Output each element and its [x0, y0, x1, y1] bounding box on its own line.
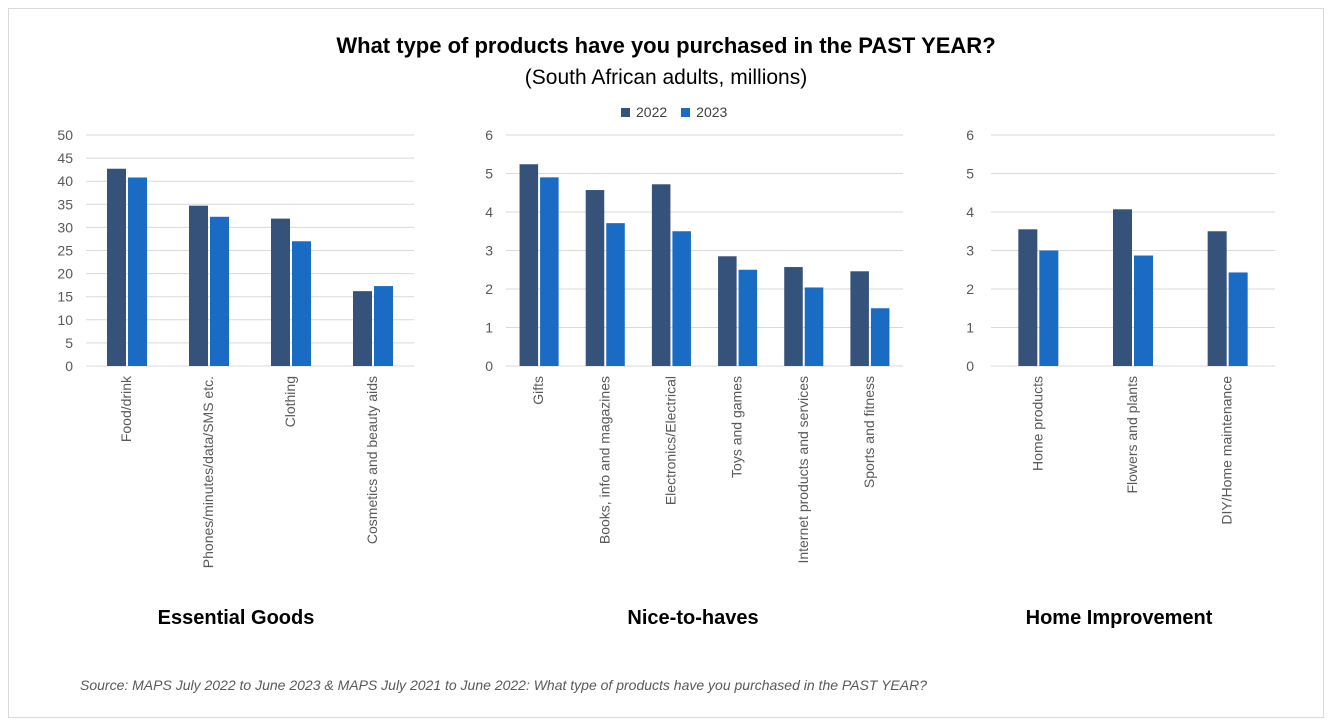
- bar-2023: [804, 287, 824, 366]
- panel-title: Nice-to-haves: [627, 607, 758, 629]
- bar-2023: [870, 308, 890, 366]
- y-tick-label: 2: [485, 281, 493, 297]
- y-tick-label: 20: [57, 266, 73, 282]
- y-tick-label: 3: [485, 243, 493, 259]
- bar-2023: [374, 286, 393, 366]
- bar-2022: [189, 205, 208, 366]
- y-tick-label: 1: [485, 320, 493, 336]
- bar-2022: [271, 218, 290, 366]
- bar-2023: [292, 241, 311, 366]
- y-tick-label: 30: [57, 219, 73, 235]
- bar-2023: [128, 177, 147, 366]
- y-tick-label: 4: [966, 204, 974, 220]
- y-tick-label: 40: [57, 173, 73, 189]
- bar-2022: [519, 164, 539, 366]
- bar-2022: [784, 267, 803, 366]
- x-category-label: Books, info and magazines: [596, 376, 612, 544]
- x-category-label: Cosmetics and beauty aids: [364, 376, 380, 544]
- y-tick-label: 45: [57, 150, 73, 166]
- y-tick-label: 6: [966, 127, 974, 143]
- y-tick-label: 2: [966, 281, 974, 297]
- legend-label-2022: 2022: [636, 104, 668, 120]
- y-tick-label: 15: [57, 289, 73, 305]
- bar-2022: [850, 271, 869, 366]
- y-tick-label: 5: [65, 335, 73, 351]
- x-category-label: Home products: [1029, 376, 1045, 471]
- bar-2022: [585, 190, 605, 366]
- y-tick-label: 35: [57, 196, 73, 212]
- bar-2022: [1207, 231, 1227, 366]
- x-category-label: Clothing: [282, 376, 298, 427]
- bar-2023: [1039, 250, 1059, 366]
- x-category-label: Food/drink: [118, 375, 134, 442]
- legend-label-2023: 2023: [696, 104, 728, 120]
- x-category-label: Electronics/Electrical: [662, 376, 678, 505]
- x-category-label: Gifts: [530, 376, 546, 405]
- y-tick-label: 4: [485, 204, 493, 220]
- legend-swatch-2022: [621, 107, 630, 117]
- source-note: Source: MAPS July 2022 to June 2023 & MA…: [80, 677, 927, 693]
- chart-subtitle: (South African adults, millions): [524, 66, 808, 89]
- bar-2023: [210, 216, 229, 366]
- y-tick-label: 3: [966, 243, 974, 259]
- legend-swatch-2023: [681, 107, 691, 117]
- y-tick-label: 6: [485, 127, 493, 143]
- bar-2022: [718, 256, 737, 366]
- bar-2022: [1113, 209, 1132, 366]
- y-tick-label: 25: [57, 243, 73, 259]
- x-category-label: Toys and games: [729, 376, 745, 478]
- x-category-label: DIY/Home maintenance: [1219, 376, 1235, 525]
- y-tick-label: 5: [485, 166, 493, 182]
- bar-2023: [1228, 272, 1248, 366]
- chart-frame: [8, 8, 1324, 718]
- chart-title: What type of products have you purchased…: [336, 33, 996, 58]
- y-tick-label: 0: [485, 358, 493, 374]
- y-tick-label: 5: [966, 166, 974, 182]
- x-category-label: Internet products and services: [795, 376, 811, 564]
- panel-title: Essential Goods: [158, 607, 315, 629]
- x-category-label: Flowers and plants: [1124, 376, 1140, 494]
- legend: 2022 2023: [621, 104, 741, 120]
- y-tick-label: 50: [57, 127, 73, 143]
- panel-title: Home Improvement: [1026, 607, 1213, 629]
- y-tick-label: 1: [966, 320, 974, 336]
- legend-item-2023: 2023: [681, 104, 727, 120]
- y-tick-label: 10: [57, 312, 73, 328]
- y-tick-label: 0: [65, 358, 73, 374]
- bar-2022: [353, 291, 372, 366]
- bar-2023: [606, 223, 625, 366]
- y-tick-label: 0: [966, 358, 974, 374]
- bar-2022: [1018, 229, 1038, 366]
- bar-2023: [672, 231, 691, 366]
- bar-2023: [540, 177, 559, 366]
- legend-item-2022: 2022: [621, 104, 667, 120]
- x-category-label: Phones/minutes/data/SMS etc.: [200, 376, 216, 568]
- bar-2023: [1134, 255, 1153, 366]
- bar-2022: [107, 168, 126, 366]
- x-category-label: Sports and fitness: [861, 376, 877, 488]
- bar-2023: [738, 269, 758, 366]
- bar-2022: [651, 184, 671, 366]
